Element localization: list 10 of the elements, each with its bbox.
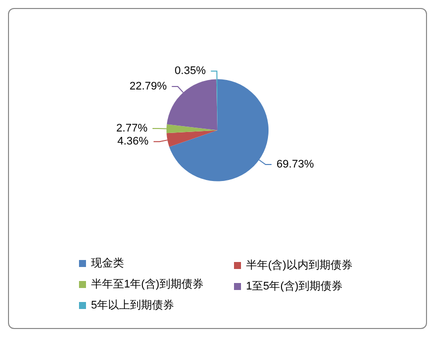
legend-label: 现金类 — [91, 256, 124, 270]
legend-label: 1至5年(含)到期债券 — [246, 280, 343, 292]
data-label: 4.36% — [117, 136, 149, 148]
legend-label: 半年(含)以内到期债券 — [246, 258, 352, 272]
data-label: 0.35% — [174, 65, 206, 78]
data-label: 22.79% — [129, 80, 167, 93]
legend-label: 半年至1年(含)到期债券 — [91, 278, 204, 290]
data-label: 2.77% — [116, 122, 148, 134]
data-label: 69.73% — [276, 158, 314, 171]
legend-label: 5年以上到期债券 — [91, 298, 174, 312]
